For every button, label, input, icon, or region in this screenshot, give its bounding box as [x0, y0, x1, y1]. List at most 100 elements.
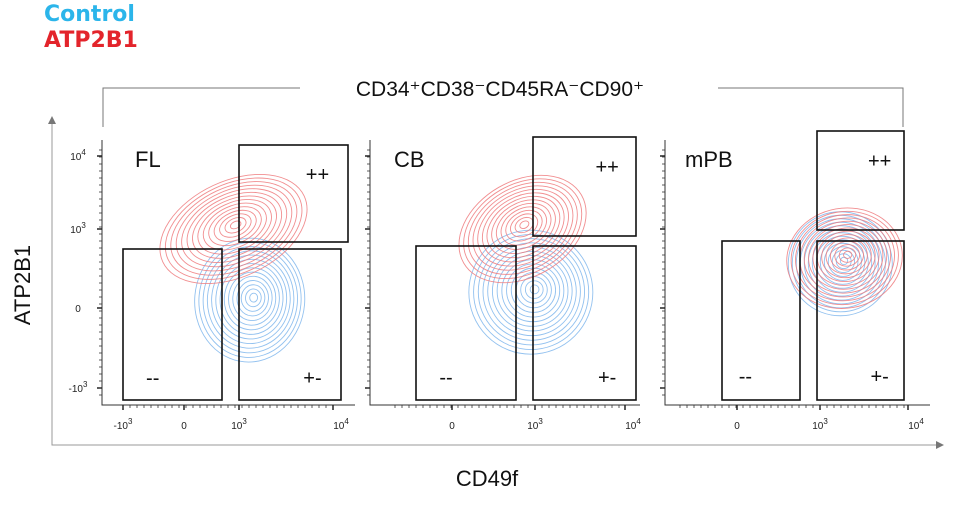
panel-title: mPB — [685, 147, 733, 172]
y-tick-label: 10^4 — [70, 148, 86, 163]
contour-control — [827, 246, 859, 277]
contour-atp2b1 — [224, 216, 247, 234]
contour-control — [529, 284, 540, 295]
y-tick-label: 10^3 — [70, 221, 86, 236]
gate-label: +- — [598, 367, 616, 389]
contour-atp2b1 — [812, 227, 880, 286]
gate-label: ++ — [306, 164, 329, 186]
gate-label: -- — [739, 366, 752, 388]
gate-label: +- — [303, 367, 321, 389]
contour-atp2b1 — [229, 220, 242, 230]
gate-label: +- — [870, 366, 888, 388]
x-tick-label: 0 — [181, 421, 187, 432]
contour-atp2b1 — [495, 202, 552, 250]
x-tick-label: 10^3 — [812, 417, 828, 432]
gate-label: ++ — [595, 157, 618, 179]
contour-atp2b1 — [821, 234, 872, 279]
contour-atp2b1 — [786, 207, 903, 309]
gate-0 — [238, 144, 349, 243]
contour-control — [831, 249, 856, 273]
contour-atp2b1 — [808, 224, 884, 290]
x-tick-label: 10^4 — [333, 417, 349, 432]
contour-control — [811, 232, 873, 293]
panel-title: CB — [394, 147, 425, 172]
contour-control — [819, 239, 866, 285]
contour-atp2b1 — [477, 188, 569, 267]
x-tick-label: 10^4 — [625, 417, 641, 432]
contour-atp2b1 — [491, 199, 556, 255]
contour-atp2b1 — [181, 188, 288, 268]
contour-atp2b1 — [505, 209, 543, 242]
population-title: CD34⁺CD38⁻CD45RA⁻CD90⁺ — [356, 78, 644, 101]
contour-control — [249, 292, 259, 303]
contour-control — [236, 280, 269, 317]
gate-0 — [816, 130, 905, 231]
x-arrow-icon — [936, 441, 944, 449]
contour-control — [240, 284, 266, 312]
contour-atp2b1 — [838, 247, 857, 263]
contour-atp2b1 — [164, 177, 303, 280]
contour-atp2b1 — [458, 174, 587, 284]
contour-atp2b1 — [843, 250, 853, 259]
gate-1 — [721, 240, 801, 401]
contour-atp2b1 — [192, 195, 277, 259]
gate-0 — [532, 136, 637, 237]
gate-2 — [238, 248, 342, 401]
x-tick-label: 10^3 — [231, 417, 247, 432]
x-tick-label: 10^3 — [527, 417, 543, 432]
contour-atp2b1 — [825, 237, 868, 275]
x-axis-label: CD49f — [456, 466, 519, 491]
gate-2 — [816, 240, 905, 401]
contour-atp2b1 — [519, 220, 530, 230]
panel-axes — [369, 140, 640, 406]
contour-atp2b1 — [834, 244, 861, 267]
contour-control — [223, 267, 280, 331]
contour-control — [473, 233, 590, 351]
contour-atp2b1 — [481, 192, 565, 263]
contour-atp2b1 — [500, 206, 547, 246]
gate-label: -- — [439, 367, 452, 389]
x-tick-label: 10^4 — [908, 417, 924, 432]
contour-atp2b1 — [790, 210, 899, 306]
contour-control — [232, 275, 273, 321]
gate-label: -- — [146, 367, 159, 389]
contour-control — [482, 242, 581, 341]
gate-2 — [532, 245, 637, 401]
contour-atp2b1 — [510, 213, 539, 238]
outer-axes — [51, 118, 942, 446]
gate-1 — [122, 248, 223, 401]
contour-atp2b1 — [213, 209, 257, 242]
legend: Control ATP2B1 — [44, 2, 138, 54]
contour-atp2b1 — [795, 214, 895, 302]
contour-atp2b1 — [467, 181, 578, 275]
contour-atp2b1 — [175, 184, 293, 272]
contour-atp2b1 — [463, 178, 583, 279]
y-tick-label: -10^3 — [69, 380, 89, 395]
x-tick-label: 0 — [449, 421, 455, 432]
contour-atp2b1 — [202, 202, 267, 251]
panel-mpb: 0 10^3 10^4 ++ -- +- mPB — [660, 130, 930, 432]
contour-control — [477, 238, 586, 346]
panel-cb: 0 10^3 10^4 ++ -- +- CB — [365, 136, 641, 432]
legend-atp2b1: ATP2B1 — [44, 28, 138, 53]
contour-atp2b1 — [803, 220, 888, 294]
y-tick-label: 0 — [75, 304, 81, 315]
x-tick-label: -10^3 — [114, 417, 134, 432]
contour-control — [487, 246, 577, 337]
legend-control: Control — [44, 2, 135, 27]
contour-control — [228, 271, 277, 326]
contour-atp2b1 — [472, 185, 574, 271]
contour-atp2b1 — [170, 181, 298, 276]
y-axis-label: ATP2B1 — [10, 245, 35, 325]
population-bracket — [102, 87, 904, 127]
gate-label: ++ — [868, 151, 891, 173]
panel-fl: 10^4 10^3 0 -10^3 -10^3 0 10^3 10^4 ++ -- +- FL — [69, 140, 355, 432]
y-arrow-icon — [48, 116, 56, 124]
panels: 10^410^30-10^3-10^3010^310^4++--+-FL010^… — [69, 130, 930, 432]
contour-control — [245, 288, 262, 308]
gate-1 — [415, 245, 517, 401]
panel-title: FL — [135, 147, 161, 172]
contour-control — [524, 280, 544, 299]
x-tick-label: 0 — [734, 421, 740, 432]
